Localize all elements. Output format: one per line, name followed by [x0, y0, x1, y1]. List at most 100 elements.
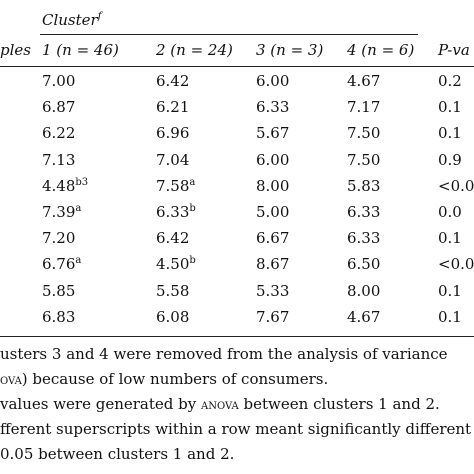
- cell-cluster-1: 7.20: [42, 228, 75, 248]
- footnote-line-3-post: between clusters 1 and 2.: [238, 395, 440, 413]
- cell-cluster-2: 4.50b: [156, 254, 196, 274]
- cell-cluster-2: 6.08: [156, 307, 189, 327]
- cell-cluster-2: 7.58a: [156, 176, 195, 196]
- cell-cluster-2-value: 5.58: [156, 282, 190, 300]
- cell-cluster-2-superscript: a: [189, 177, 196, 188]
- cell-cluster-1: 6.76a: [42, 254, 81, 274]
- cell-cluster-3: 5.33: [256, 281, 289, 301]
- cell-cluster-2-value: 6.33: [156, 203, 190, 221]
- cell-cluster-1-value: 7.20: [42, 229, 76, 247]
- cell-cluster-2-value: 6.08: [156, 308, 190, 326]
- cluster-header-superscript: f: [97, 11, 102, 22]
- column-header-p-value: P-va: [438, 41, 470, 59]
- cell-p-value-value: 0.0: [438, 203, 462, 221]
- cell-cluster-2: 6.21: [156, 97, 189, 117]
- cell-cluster-4: 6.33: [347, 202, 380, 222]
- cluster-header-rule: [40, 34, 418, 35]
- column-header-cluster-3: 3 (n = 3): [256, 41, 324, 59]
- cell-cluster-2: 6.33b: [156, 202, 196, 222]
- footnote-line-2-text: ) because of low numbers of consumers.: [21, 370, 329, 388]
- cell-cluster-4-value: 7.50: [347, 124, 381, 142]
- cell-cluster-3-value: 8.00: [256, 177, 290, 195]
- footnote-line-3-pre: values were generated by: [0, 395, 201, 413]
- cell-cluster-1-superscript: a: [75, 203, 82, 214]
- samples-header: ples: [0, 41, 31, 59]
- cell-cluster-1-value: 5.85: [42, 282, 76, 300]
- footnote-line-3: values were generated by anova between c…: [0, 394, 440, 415]
- cell-cluster-1-value: 6.87: [42, 98, 76, 116]
- cell-p-value-value: 0.1: [438, 124, 462, 142]
- cell-cluster-1: 7.39a: [42, 202, 81, 222]
- cell-cluster-2-value: 6.42: [156, 72, 190, 90]
- cell-cluster-4: 4.67: [347, 307, 380, 327]
- cell-cluster-4-value: 7.50: [347, 151, 381, 169]
- cell-cluster-2: 7.04: [156, 150, 189, 170]
- footnote-line-1: usters 3 and 4 were removed from the ana…: [0, 345, 448, 363]
- cell-cluster-3: 6.00: [256, 150, 289, 170]
- cell-p-value: 0.1: [438, 307, 462, 327]
- footnote-line-3-anova: anova: [201, 397, 239, 413]
- cell-cluster-3: 7.67: [256, 307, 289, 327]
- cell-cluster-1: 6.87: [42, 97, 75, 117]
- column-header-cluster-1: 1 (n = 46): [42, 41, 119, 59]
- cell-cluster-3: 5.00: [256, 202, 289, 222]
- cell-cluster-4: 5.83: [347, 176, 380, 196]
- header-bottom-rule: [0, 66, 474, 67]
- cell-cluster-3: 6.67: [256, 228, 289, 248]
- cell-p-value: <0.0: [438, 254, 474, 274]
- cell-p-value: 0.2: [438, 71, 462, 91]
- cell-cluster-1-superscript: b3: [75, 177, 89, 188]
- cell-p-value-value: 0.9: [438, 151, 462, 169]
- cell-cluster-1-superscript: a: [75, 255, 82, 266]
- cell-cluster-3-value: 6.00: [256, 72, 290, 90]
- cell-cluster-1: 6.83: [42, 307, 75, 327]
- cell-cluster-1-value: 7.13: [42, 151, 76, 169]
- cluster-header-label: Cluster: [42, 11, 98, 29]
- cell-cluster-3-value: 5.00: [256, 203, 290, 221]
- cell-p-value: 0.1: [438, 228, 462, 248]
- cell-p-value: 0.1: [438, 123, 462, 143]
- cell-p-value-value: 0.1: [438, 282, 462, 300]
- table-bottom-rule: [0, 336, 474, 337]
- cell-cluster-1-value: 6.83: [42, 308, 76, 326]
- footnote-line-5: 0.05 between clusters 1 and 2.: [0, 445, 235, 463]
- cell-cluster-4: 7.50: [347, 150, 380, 170]
- cell-p-value-value: <0.0: [438, 255, 474, 273]
- cell-p-value: 0.1: [438, 281, 462, 301]
- cell-p-value-value: 0.1: [438, 98, 462, 116]
- cell-cluster-2-value: 6.96: [156, 124, 190, 142]
- cell-cluster-3-value: 6.33: [256, 98, 290, 116]
- cell-p-value-value: 0.1: [438, 308, 462, 326]
- cell-p-value: <0.0: [438, 176, 474, 196]
- cell-cluster-2-value: 6.21: [156, 98, 190, 116]
- cell-cluster-1-value: 6.76: [42, 255, 76, 273]
- cell-cluster-2-value: 4.50: [156, 255, 190, 273]
- cluster-header: Clusterf: [42, 10, 101, 30]
- cell-cluster-2: 6.42: [156, 228, 189, 248]
- cell-cluster-3: 8.00: [256, 176, 289, 196]
- cell-cluster-1-value: 4.48: [42, 177, 76, 195]
- cell-cluster-2-value: 6.42: [156, 229, 190, 247]
- cell-cluster-4-value: 6.33: [347, 203, 381, 221]
- cell-cluster-1: 7.13: [42, 150, 75, 170]
- cell-cluster-3: 6.33: [256, 97, 289, 117]
- cell-cluster-4: 7.17: [347, 97, 380, 117]
- cell-p-value: 0.0: [438, 202, 462, 222]
- cell-p-value-value: 0.2: [438, 72, 462, 90]
- cell-cluster-4: 6.50: [347, 254, 380, 274]
- footnote-line-4: fferent superscripts within a row meant …: [0, 420, 472, 438]
- column-header-cluster-4: 4 (n = 6): [347, 41, 415, 59]
- column-header-cluster-2: 2 (n = 24): [156, 41, 233, 59]
- cell-p-value-value: 0.1: [438, 229, 462, 247]
- cell-cluster-3: 6.00: [256, 71, 289, 91]
- cell-cluster-2-superscript: b: [189, 203, 196, 214]
- cell-p-value-value: <0.0: [438, 177, 474, 195]
- cell-cluster-3-value: 6.67: [256, 229, 290, 247]
- cell-cluster-1-value: 7.39: [42, 203, 76, 221]
- cell-cluster-1: 7.00: [42, 71, 75, 91]
- cell-cluster-4: 7.50: [347, 123, 380, 143]
- cell-cluster-4-value: 6.33: [347, 229, 381, 247]
- footnote-line-2: ova) because of low numbers of consumers…: [0, 369, 328, 390]
- cell-p-value: 0.1: [438, 97, 462, 117]
- cell-cluster-3-value: 6.00: [256, 151, 290, 169]
